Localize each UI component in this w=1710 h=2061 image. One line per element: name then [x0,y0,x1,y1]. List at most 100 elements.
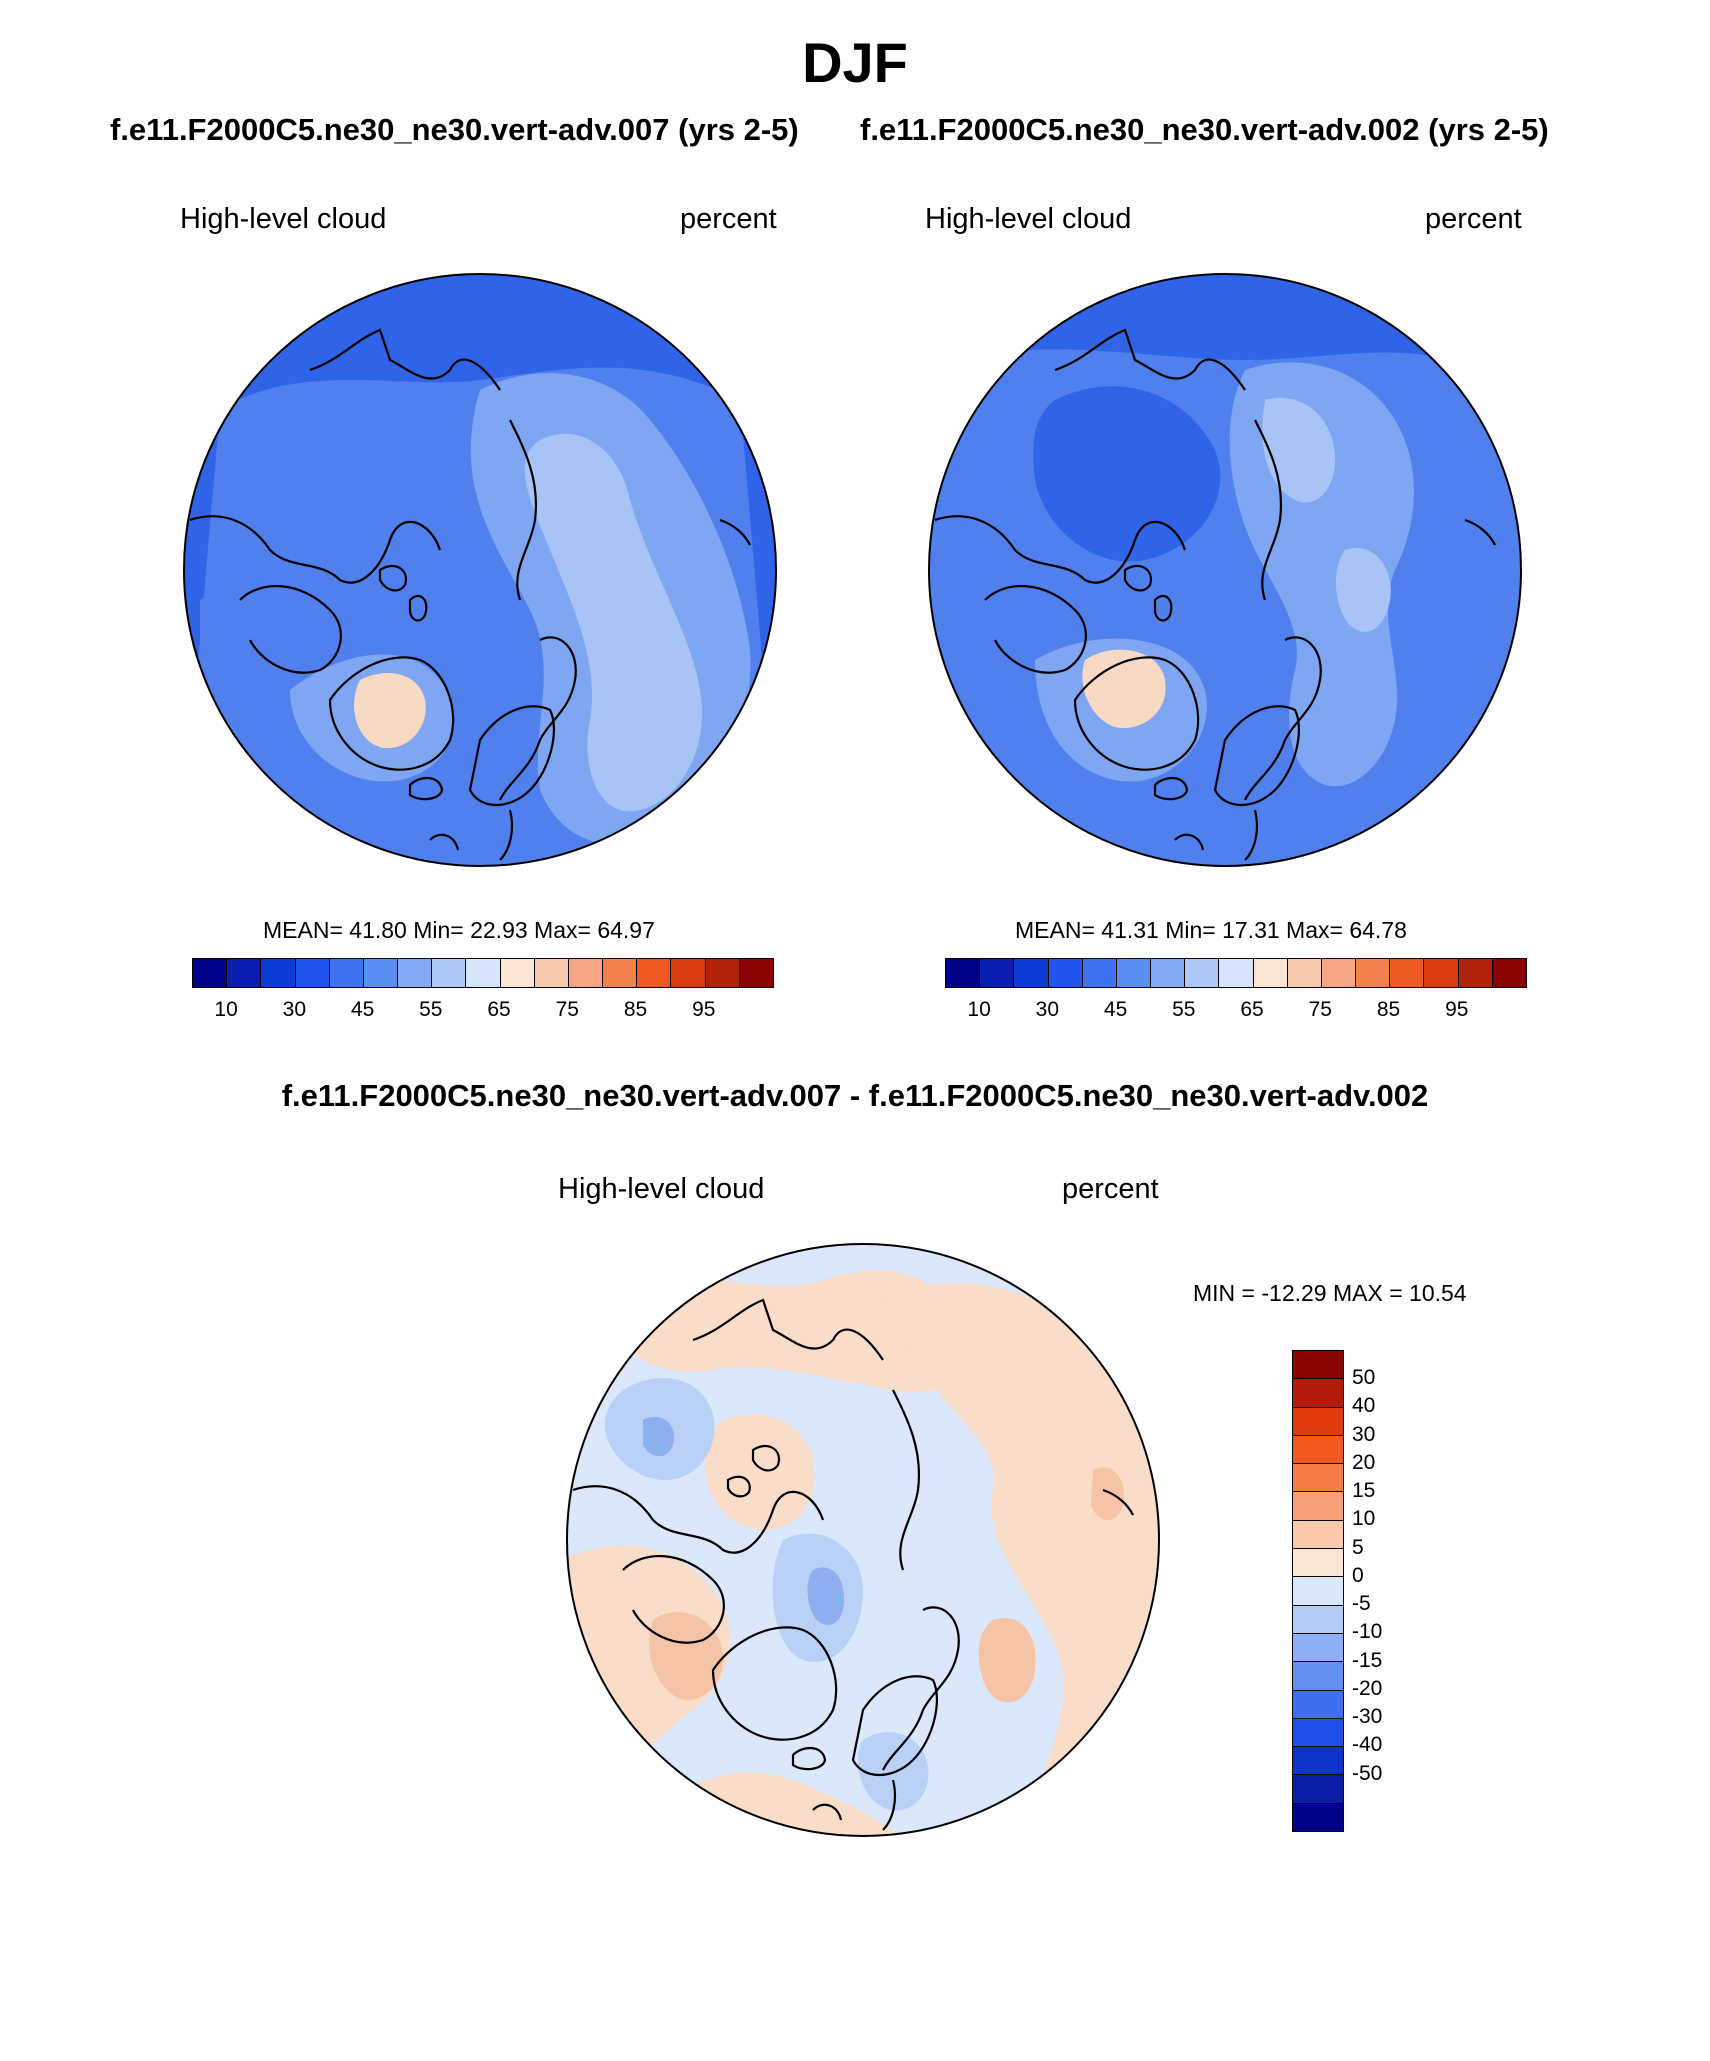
colorbar-swatch-difference [1293,1351,1343,1380]
stats-right: MEAN= 41.31 Min= 17.31 Max= 64.78 [1015,917,1407,943]
colorbar-tick-label-right: 65 [1240,998,1264,1021]
colorbar-swatch-right [946,959,981,987]
colorbar-swatch-right [1185,959,1220,987]
colorbar-swatch-difference [1293,1747,1343,1776]
colorbar-swatch-right [1424,959,1459,987]
colorbar-swatch-left [739,959,773,987]
colorbar-tick-label-right: 10 [967,998,991,1021]
colorbar-swatch-difference [1293,1577,1343,1606]
colorbar-swatch-difference [1293,1492,1343,1521]
field-warm-diff-c [704,1414,815,1530]
colorbar-tick-label-difference: 20 [1352,1450,1376,1474]
colorbar-swatch-difference [1293,1633,1343,1663]
colorbar-tick-label-difference: 40 [1352,1394,1376,1418]
colorbar-swatch-right [1492,959,1526,987]
season-title: DJF [802,31,908,94]
field-pale2-right [1335,548,1391,632]
difference-title: f.e11.F2000C5.ne30_ne30.vert-adv.007 - f… [281,1078,1429,1113]
map-right [928,273,1522,867]
colorbar-tick-label-difference: -40 [1352,1733,1383,1757]
colorbar-swatch-left [603,959,638,987]
colorbar-swatch-difference [1293,1662,1343,1691]
field-mid-right [929,349,1521,866]
colorbar-swatch-right [1014,959,1049,987]
colorbar-swatch-right [1321,959,1357,987]
colorbar-swatch-left [671,959,706,987]
colorbar-tick-label-difference: -20 [1352,1676,1383,1700]
colorbar-tick-label-left: 45 [350,998,375,1021]
colorbar-swatch-left [193,959,228,987]
colorbar-swatch-difference [1293,1464,1343,1493]
colorbar-swatch-left [363,959,399,987]
colorbar-swatch-difference [1293,1803,1343,1832]
colorbar-tick-label-right: 75 [1308,998,1332,1021]
colorbar-swatch-difference [1293,1718,1343,1748]
colorbar-tick-label-difference: -15 [1352,1648,1383,1672]
colorbar-swatch-left [227,959,262,987]
colorbar-swatch-difference [1293,1435,1343,1465]
colorbar-swatch-difference [1293,1775,1343,1804]
coastlines-diff [572,1298,1134,1831]
field-cool-diff-c [857,1732,929,1811]
colorbar-tick-label-difference: 10 [1352,1507,1376,1531]
colorbar-tick-label-difference: 30 [1352,1422,1376,1446]
colorbar-swatch-right [1082,959,1117,987]
stats-left: MEAN= 41.80 Min= 22.93 Max= 64.97 [263,917,655,943]
colorbar-swatch-left [261,959,296,987]
colorbar-swatch-left [295,959,330,987]
colorbar-tick-label-difference: 5 [1352,1535,1364,1559]
colorbar-swatch-right [1356,959,1391,987]
field-warm2-diff-b [978,1618,1036,1703]
case-title-left: f.e11.F2000C5.ne30_ne30.vert-adv.007 (yr… [110,112,799,147]
colorbar-tick-label-left: 30 [282,998,307,1021]
colorbar-swatch-right [1219,959,1254,987]
colorbar-tick-label-left: 95 [692,998,716,1021]
colorbar-swatch-left [568,959,604,987]
colorbar-swatch-left [432,959,467,987]
field-warm2-diff-c [1091,1467,1124,1520]
colorbar-swatch-right [1390,959,1425,987]
colorbar-swatch-right [1287,959,1322,987]
field-cool2-diff [807,1567,844,1625]
colorbar-swatch-difference [1293,1605,1343,1634]
stats-diff: MIN = -12.29 MAX = 10.54 [1193,1280,1467,1306]
units-label-left: percent [680,203,777,235]
colorbar-swatch-right [1116,959,1152,987]
variable-label-right: High-level cloud [925,203,1132,235]
colorbar-tick-label-difference: 0 [1352,1563,1364,1587]
map-left [183,273,777,867]
colorbar-tick-label-difference: -5 [1352,1592,1371,1616]
colorbar-tick-label-difference: -30 [1352,1705,1383,1729]
colorbar-swatch-right [1048,959,1083,987]
coastlines-right [934,328,1496,861]
colorbar-swatch-right [1458,959,1493,987]
field-pale-right [1262,398,1335,503]
field-warm-diff-ne [883,1283,1159,1836]
colorbar-swatch-difference [1293,1407,1343,1436]
colorbar-swatch-difference [1293,1520,1343,1550]
field-warm-diff-n [603,1270,969,1392]
colorbar-difference [1292,1350,1344,1832]
colorbar-tick-label-difference: 15 [1352,1479,1376,1503]
colorbar-tick-label-left: 65 [487,998,511,1021]
units-label-right: percent [1425,203,1522,235]
field-cool2-diff-b [643,1416,674,1457]
map-difference [566,1243,1160,1837]
colorbar-swatch-left [466,959,501,987]
field-warm-right [1082,649,1166,729]
colorbar-tick-label-right: 95 [1445,998,1469,1021]
coastlines-left [189,328,751,861]
colorbar-swatch-right [1253,959,1288,987]
colorbar-swatch-right [1151,959,1186,987]
colorbar-tick-label-difference: -10 [1352,1620,1383,1644]
colorbar-swatch-difference [1293,1379,1343,1408]
colorbar-tick-label-right: 30 [1035,998,1060,1021]
colorbar-left [192,958,774,988]
colorbar-swatch-difference [1293,1690,1343,1719]
colorbar-swatch-left [329,959,364,987]
colorbar-swatch-left [398,959,433,987]
units-label-diff: percent [1062,1173,1159,1205]
colorbar-swatch-right [980,959,1015,987]
colorbar-tick-label-difference: -50 [1352,1761,1383,1785]
field-warm-left [354,672,426,749]
